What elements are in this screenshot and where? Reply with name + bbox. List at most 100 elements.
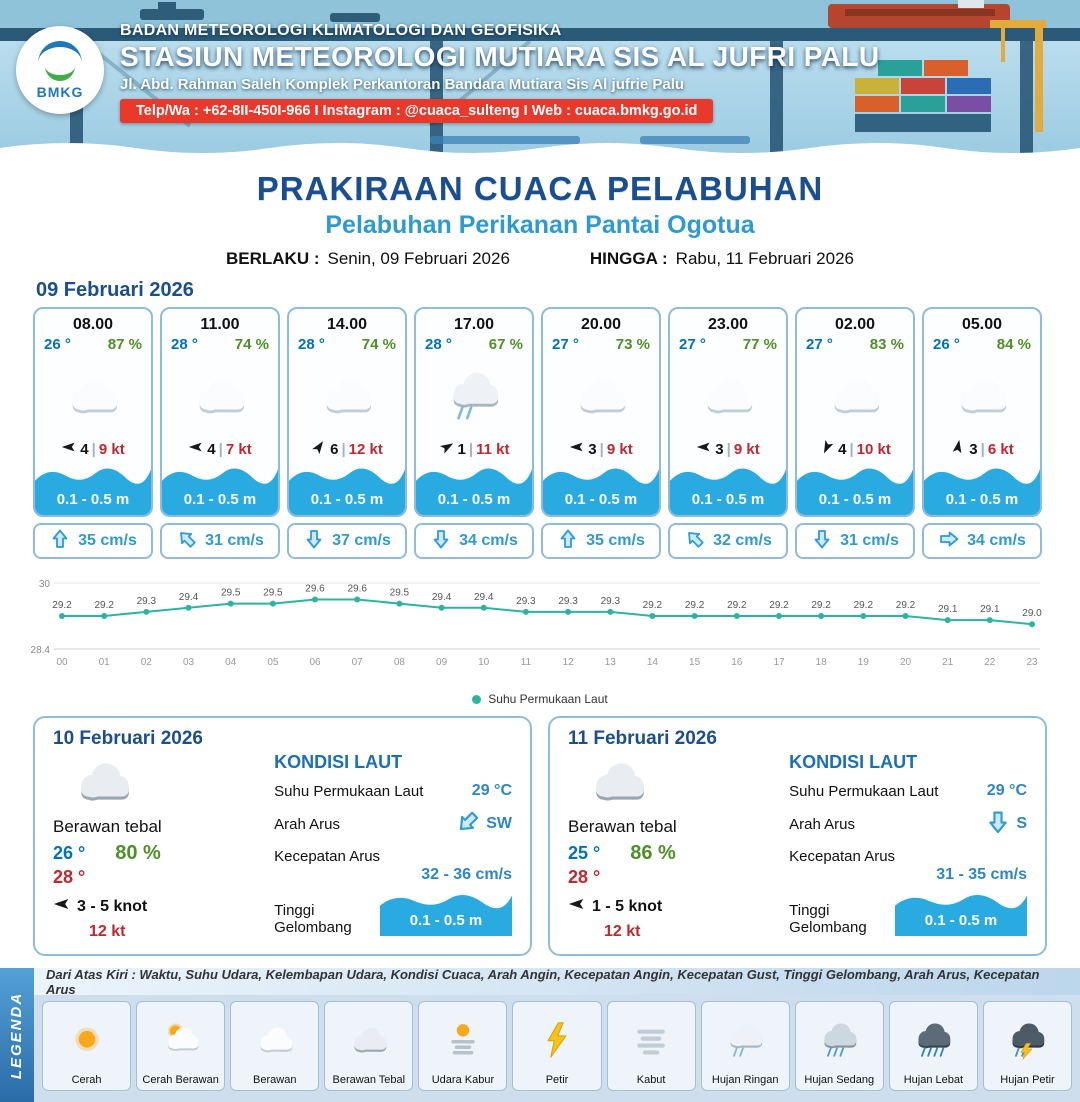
svg-text:29.6: 29.6: [347, 584, 367, 595]
forecast-time: 23.00: [707, 316, 749, 333]
svg-text:29.2: 29.2: [854, 600, 874, 611]
svg-text:29.3: 29.3: [516, 596, 536, 607]
svg-text:08: 08: [394, 657, 406, 668]
forecast-time: 11.00: [200, 316, 240, 333]
current-direction-label: Arah Arus: [789, 815, 855, 833]
weather-icon: [60, 353, 126, 439]
legend-item: Hujan Ringan: [700, 1001, 790, 1091]
svg-text:29.3: 29.3: [558, 596, 578, 607]
weather-icon: [568, 353, 634, 439]
daily-wind-speed: 3 - 5 knot: [77, 897, 148, 915]
current-speed-label: Kecepatan Arus: [274, 848, 381, 865]
station-address: Jl. Abd. Rahman Saleh Komplek Perkantora…: [120, 76, 685, 93]
svg-text:0.1 - 0.5 m: 0.1 - 0.5 m: [57, 491, 130, 508]
contact-bar: Telp/Wa : +62-8II-450I-966 I Instagram :…: [120, 99, 714, 123]
current-box: 35 cm/s: [541, 523, 661, 559]
legend-item: Hujan Sedang: [794, 1001, 884, 1091]
svg-text:12: 12: [563, 657, 575, 668]
wave-height-band: 0.1 - 0.5 m: [289, 463, 405, 515]
gust-speed: 7 kt: [225, 440, 252, 458]
legend-label: Berawan: [253, 1074, 297, 1086]
sst-value: 29 °C: [986, 782, 1027, 799]
legend-weather-icon: [346, 1006, 392, 1074]
current-box: 34 cm/s: [414, 523, 534, 559]
temp-humidity-row: 27 ° 73 %: [543, 334, 659, 353]
station-name: STASIUN METEOROLOGI MUTIARA SIS AL JUFRI…: [120, 41, 880, 72]
current-box: 32 cm/s: [668, 523, 788, 559]
current-speed: 31 cm/s: [205, 532, 264, 549]
svg-text:29.1: 29.1: [980, 604, 1000, 615]
legend-weather-icon: [628, 1006, 674, 1074]
legend-title: LEGENDA: [8, 991, 26, 1079]
hourly-row: 08.00 26 ° 87 % 4 | 9 kt 0.1 - 0.5 m 35 …: [0, 307, 1080, 559]
sea-conditions-heading: KONDISI LAUT: [789, 752, 918, 772]
svg-text:29.2: 29.2: [94, 600, 114, 611]
forecast-date: 09 Februari 2026: [36, 279, 194, 301]
temp-humidity-row: 28 ° 74 %: [162, 334, 278, 353]
current-speed: 31 cm/s: [840, 532, 899, 549]
current-speed-label: Kecepatan Arus: [789, 848, 896, 865]
sea-conditions-heading: KONDISI LAUT: [274, 752, 403, 772]
current-direction-icon: [557, 528, 579, 555]
legend-item: Cerah: [42, 1001, 132, 1091]
forecast-time: 05.00: [961, 316, 1003, 333]
gust-speed: 9 kt: [733, 440, 760, 458]
temp-humidity-row: 28 ° 67 %: [416, 334, 532, 353]
separator: |: [91, 440, 96, 458]
sea-current-direction-icon: [455, 809, 481, 839]
wind-row: 3 | 9 kt: [569, 439, 633, 459]
wave-height-band: 0.1 - 0.5 m: [543, 463, 659, 515]
humidity: 67 %: [488, 336, 523, 353]
humidity: 83 %: [869, 336, 904, 353]
svg-text:0.1 - 0.5 m: 0.1 - 0.5 m: [438, 491, 511, 508]
legend-label: Berawan Tebal: [332, 1074, 406, 1086]
legend-weather-icon: [440, 1006, 486, 1074]
wind-direction-icon: [439, 439, 455, 459]
valid-from-label: BERLAKU :: [226, 249, 320, 268]
hourly-forecast-card: 23.00 27 ° 77 % 3 | 9 kt 0.1 - 0.5 m 32 …: [668, 307, 788, 559]
wind-speed: 6: [330, 440, 339, 458]
hourly-forecast-card: 17.00 28 ° 67 % 1 | 11 kt 0.1 - 0.5 m 34…: [414, 307, 534, 559]
svg-text:02: 02: [141, 657, 153, 668]
humidity: 84 %: [996, 336, 1031, 353]
wave-height-band: 0.1 - 0.5 m: [416, 463, 532, 515]
svg-text:29.2: 29.2: [685, 600, 705, 611]
daily-humidity: 80 %: [115, 842, 161, 864]
daily-forecast-section: 10 Februari 2026 Berawan tebal 26 ° 80 %…: [0, 706, 1080, 956]
wind-speed: 1: [457, 440, 466, 458]
svg-text:29.2: 29.2: [727, 600, 747, 611]
daily-weather-icon: [67, 752, 264, 817]
legend-weather-icon: [252, 1006, 298, 1074]
hourly-forecast-card: 20.00 27 ° 73 % 3 | 9 kt 0.1 - 0.5 m 35 …: [541, 307, 661, 559]
air-temperature: 27 °: [552, 336, 579, 353]
weather-icon: [441, 353, 507, 439]
hourly-card-main: 14.00 28 ° 74 % 6 | 12 kt 0.1 - 0.5 m: [287, 307, 407, 517]
port-name: Pelabuhan Perikanan Pantai Ogotua: [325, 211, 755, 239]
separator: |: [341, 440, 346, 458]
svg-text:29.1: 29.1: [938, 604, 958, 615]
humidity: 74 %: [234, 336, 269, 353]
hourly-forecast-card: 14.00 28 ° 74 % 6 | 12 kt 0.1 - 0.5 m 37…: [287, 307, 407, 559]
daily-forecast-card: 11 Februari 2026 Berawan tebal 25 ° 86 %…: [548, 716, 1047, 956]
svg-text:09: 09: [436, 657, 448, 668]
legend-label: Hujan Sedang: [804, 1074, 875, 1086]
separator: |: [726, 440, 731, 458]
legend-weather-icon: [816, 1006, 862, 1074]
hourly-card-main: 05.00 26 ° 84 % 3 | 6 kt 0.1 - 0.5 m: [922, 307, 1042, 517]
current-speed-value: 32 - 36 cm/s: [421, 866, 512, 883]
weather-icon: [695, 353, 761, 439]
svg-text:19: 19: [858, 657, 870, 668]
svg-text:00: 00: [56, 657, 68, 668]
daily-condition: Berawan tebal: [53, 817, 162, 836]
sst-value: 29 °C: [471, 782, 512, 799]
svg-text:29.6: 29.6: [305, 584, 325, 595]
chart-legend-label: Suhu Permukaan Laut: [488, 692, 608, 706]
svg-text:29.4: 29.4: [179, 592, 199, 603]
hourly-card-main: 08.00 26 ° 87 % 4 | 9 kt 0.1 - 0.5 m: [33, 307, 153, 517]
separator: |: [218, 440, 223, 458]
hourly-card-main: 11.00 28 ° 74 % 4 | 7 kt 0.1 - 0.5 m: [160, 307, 280, 517]
legend-weather-icon: [910, 1006, 956, 1074]
weather-icon: [314, 353, 380, 439]
legend-weather-icon: [534, 1006, 580, 1074]
hourly-forecast-card: 05.00 26 ° 84 % 3 | 6 kt 0.1 - 0.5 m 34 …: [922, 307, 1042, 559]
